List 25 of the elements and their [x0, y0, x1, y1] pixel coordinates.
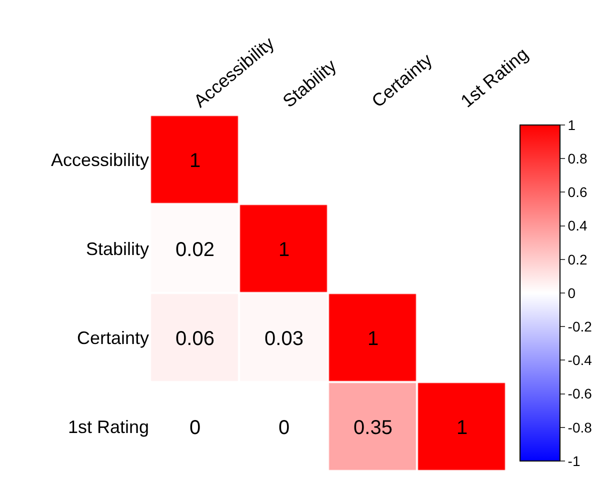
- y-tick-label: Stability: [86, 238, 149, 259]
- data-label: 0.06: [176, 328, 214, 350]
- color-bar-label: -0.8: [568, 419, 592, 436]
- data-label: 1: [367, 328, 379, 350]
- data-label: 0: [278, 417, 290, 439]
- data-label: 1: [456, 417, 468, 439]
- data-label: 0: [189, 417, 201, 439]
- color-bar-label: 0.8: [568, 150, 588, 166]
- color-bar-label: -0.6: [568, 386, 592, 402]
- color-bar-label: -0.2: [568, 318, 592, 334]
- data-label: 0.03: [264, 328, 304, 350]
- data-label: 0.35: [354, 417, 392, 439]
- y-tick-label: Certainty: [76, 328, 149, 348]
- y-tick-label: Accessibility: [50, 150, 149, 170]
- color-bar-label: -1: [568, 452, 580, 469]
- color-bar-label: -0.4: [568, 352, 592, 368]
- color-bar-label: 0.6: [568, 184, 588, 200]
- color-bar-label: 0.2: [568, 251, 588, 268]
- y-tick-label: 1st Rating: [68, 416, 149, 437]
- color-bar-label: 0: [568, 284, 576, 301]
- color-bar-label: 1: [568, 116, 576, 133]
- data-label: 1: [278, 239, 290, 261]
- color-bar-label: 0.4: [568, 218, 588, 234]
- data-label: 1: [189, 150, 201, 172]
- data-label: 0.02: [176, 239, 214, 261]
